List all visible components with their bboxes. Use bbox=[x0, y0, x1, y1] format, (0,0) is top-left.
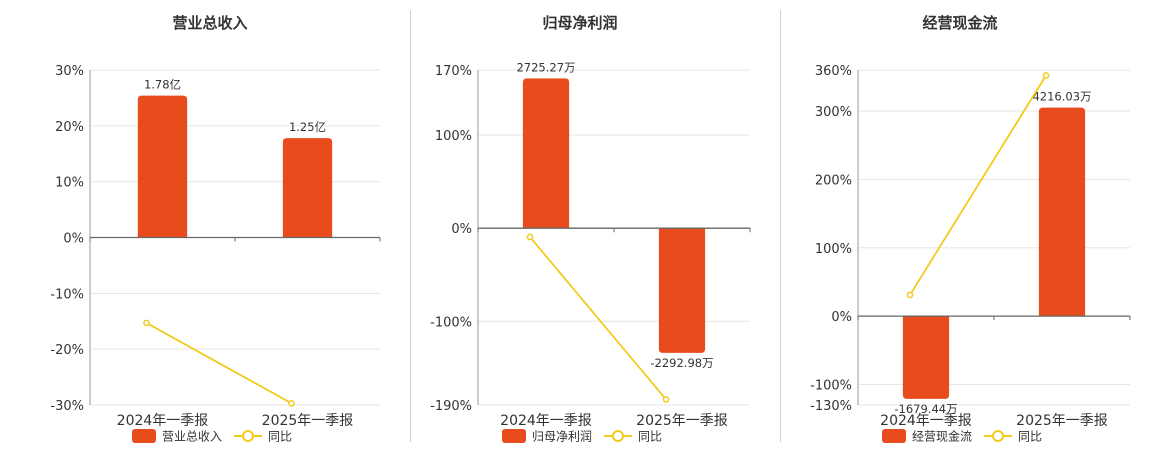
bar bbox=[522, 78, 570, 229]
y-tick-label: 100% bbox=[435, 129, 472, 144]
legend-bar-label: 营业总收入 bbox=[162, 430, 222, 444]
y-tick-label: 100% bbox=[815, 242, 852, 257]
y-tick-label: 0% bbox=[451, 222, 472, 237]
yoy-line bbox=[909, 74, 1047, 296]
bar-value-label: -2292.98万 bbox=[650, 356, 713, 370]
y-tick-label: 30% bbox=[55, 64, 84, 79]
panel-divider bbox=[410, 10, 411, 442]
yoy-point bbox=[143, 319, 150, 327]
bar bbox=[1038, 107, 1086, 317]
legend-line-marker bbox=[242, 430, 254, 442]
bar bbox=[137, 95, 188, 238]
legend-bar-label: 经营现金流 bbox=[912, 429, 972, 444]
legend-bar-swatch bbox=[502, 429, 526, 443]
bar-value-label: 1.78亿 bbox=[144, 78, 181, 92]
bar-value-label: 4216.03万 bbox=[1032, 90, 1091, 104]
bar-value-label: 1.25亿 bbox=[289, 120, 326, 134]
revenue-chart: 营业总收入 30% 20% 10% 0% -10% -20% -30% 1.78亿 1.25亿 2… bbox=[50, 14, 381, 444]
legend-line-marker bbox=[992, 430, 1004, 442]
chart-title: 归母净利润 bbox=[542, 14, 617, 32]
x-category-label: 2025年一季报 bbox=[1016, 413, 1108, 429]
x-category-label: 2025年一季报 bbox=[636, 413, 728, 429]
legend-bar-label: 归母净利润 bbox=[532, 430, 592, 444]
x-category-label: 2024年一季报 bbox=[500, 413, 592, 429]
net-profit-chart: 归母净利润 170% 100% 0% -100% -190% 2725.27万 -2292.… bbox=[430, 14, 751, 444]
yoy-point bbox=[906, 291, 914, 299]
y-tick-label: -100% bbox=[810, 378, 852, 393]
x-category-label: 2025年一季报 bbox=[262, 413, 354, 429]
y-tick-label: -190% bbox=[430, 399, 472, 414]
y-tick-label: 360% bbox=[815, 64, 852, 79]
yoy-point bbox=[288, 399, 295, 407]
yoy-point bbox=[662, 396, 670, 403]
yoy-line bbox=[529, 236, 667, 400]
legend-line-label: 同比 bbox=[638, 430, 662, 444]
x-category-label: 2024年一季报 bbox=[880, 413, 972, 429]
bar bbox=[902, 316, 950, 399]
bar-value-label: -1679.44万 bbox=[894, 402, 957, 416]
panel-divider bbox=[780, 10, 781, 442]
y-tick-label: 10% bbox=[55, 176, 84, 191]
y-tick-label: 0% bbox=[831, 310, 852, 325]
x-category-label: 2024年一季报 bbox=[117, 413, 209, 429]
y-tick-label: -30% bbox=[50, 399, 84, 414]
bar bbox=[282, 138, 333, 238]
y-tick-label: -10% bbox=[50, 287, 84, 302]
legend-bar-swatch bbox=[132, 429, 156, 443]
yoy-line bbox=[146, 322, 292, 405]
legend-line-marker bbox=[612, 430, 624, 442]
y-tick-label: -100% bbox=[430, 315, 472, 330]
chart-title: 经营现金流 bbox=[922, 14, 997, 32]
legend-bar-swatch bbox=[882, 429, 906, 443]
legend-line-label: 同比 bbox=[1018, 430, 1042, 444]
y-tick-label: 170% bbox=[435, 64, 472, 79]
bar bbox=[658, 228, 706, 353]
chart-title: 营业总收入 bbox=[172, 14, 247, 32]
y-tick-label: 200% bbox=[815, 173, 852, 188]
y-tick-label: 300% bbox=[815, 105, 852, 120]
yoy-point bbox=[526, 233, 534, 241]
bar-value-label: 2725.27万 bbox=[516, 60, 575, 74]
operating-cashflow-chart: 经营现金流 360% 300% 200% 100% 0% -100% -130% -1679.… bbox=[810, 14, 1131, 444]
y-tick-label: 0% bbox=[63, 232, 84, 247]
y-tick-label: -20% bbox=[50, 343, 84, 358]
y-tick-label: 20% bbox=[55, 120, 84, 135]
legend-line-label: 同比 bbox=[268, 430, 292, 444]
y-tick-label: -130% bbox=[810, 399, 852, 414]
yoy-point bbox=[1042, 72, 1050, 79]
